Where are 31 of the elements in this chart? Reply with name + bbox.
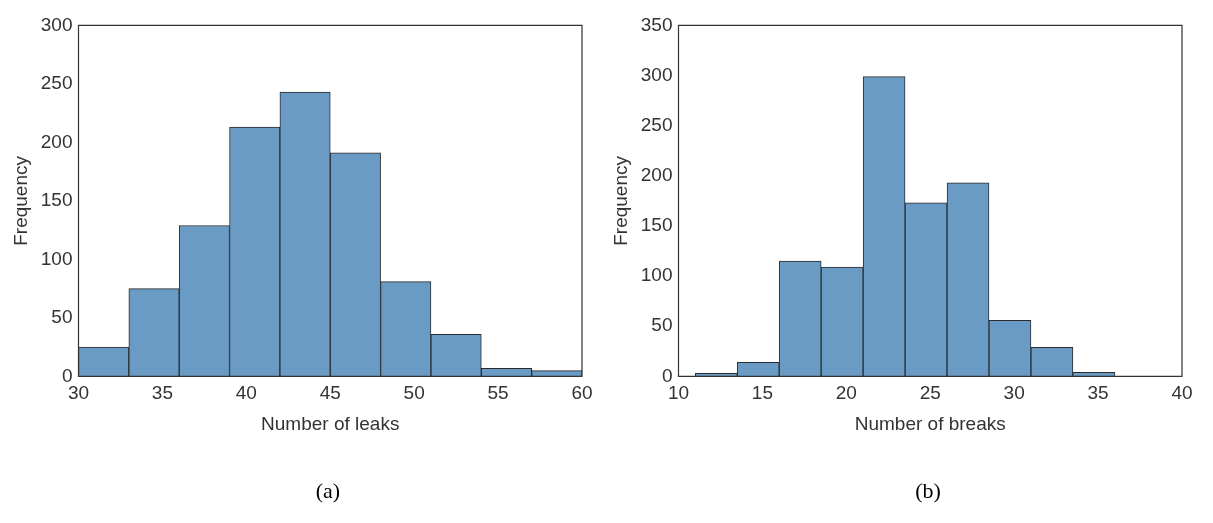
text: (a) [314, 478, 342, 504]
x-tick-label: 40 [1171, 382, 1193, 404]
y-tick-label: 100 [640, 264, 673, 286]
y-tick-label: 250 [640, 113, 673, 135]
y-axis-title: Frequency [609, 155, 631, 246]
y-tick-label: 350 [640, 13, 673, 35]
x-axis-title: Number of breaks [854, 412, 1006, 434]
x-tick-label: 15 [751, 382, 773, 404]
text: (b) [914, 478, 942, 504]
y-tick-label: 250 [40, 72, 73, 94]
y-tick-label: 200 [640, 164, 673, 186]
y-axis-title: Frequency [9, 155, 31, 246]
y-tick-label: 100 [40, 247, 73, 269]
x-tick-label: 20 [835, 382, 857, 404]
x-tick-label: 60 [571, 382, 593, 404]
x-axis-title: Number of leaks [261, 412, 400, 434]
y-tick-label: 150 [640, 214, 673, 236]
x-tick-label: 45 [319, 382, 341, 404]
x-tick-label: 35 [1087, 382, 1109, 404]
x-tick-label: 25 [919, 382, 941, 404]
x-tick-label: 35 [151, 382, 173, 404]
y-tick-label: 50 [51, 306, 73, 328]
x-tick-label: 30 [1003, 382, 1025, 404]
y-tick-label: 300 [40, 13, 73, 35]
y-tick-label: 50 [651, 314, 673, 336]
y-tick-label: 150 [40, 189, 73, 211]
x-tick-label: 40 [235, 382, 257, 404]
y-tick-label: 200 [40, 130, 73, 152]
y-tick-label: 300 [640, 63, 673, 85]
x-tick-label: 50 [403, 382, 425, 404]
x-tick-label: 55 [487, 382, 509, 404]
